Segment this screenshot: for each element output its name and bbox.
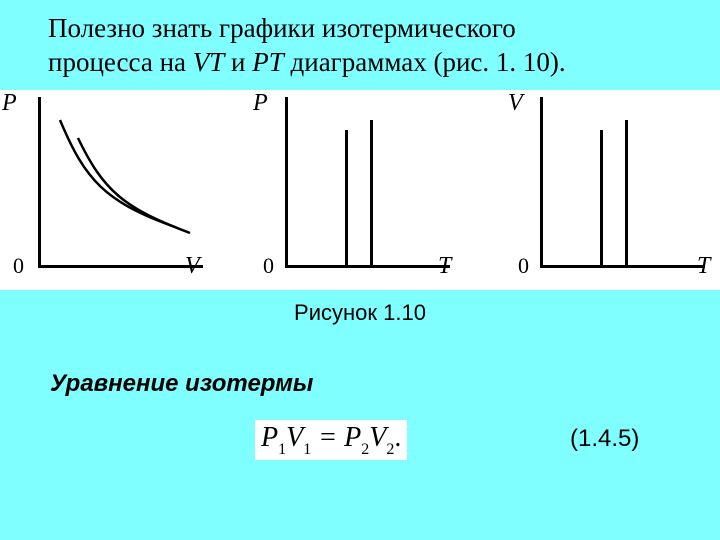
g2-y-axis xyxy=(285,97,288,265)
eq-V2: V xyxy=(369,422,386,453)
equation-number: (1.4.5) xyxy=(570,425,639,453)
title-line2-c: диаграммах (рис. 1. 10). xyxy=(284,47,566,77)
eq-eq: = xyxy=(311,422,344,453)
eq-sub-2a: 2 xyxy=(361,441,369,458)
title-line2-b: и xyxy=(224,47,252,77)
eq-sub-1a: 1 xyxy=(278,441,286,458)
title-vt: VT xyxy=(193,47,225,77)
eq-P1: P xyxy=(261,422,278,453)
eq-sub-1b: 1 xyxy=(303,441,311,458)
g1-curves xyxy=(0,90,210,270)
g1-curve-1 xyxy=(60,120,175,227)
g3-line-1 xyxy=(600,130,603,265)
g2-x-label: T xyxy=(438,253,451,280)
title-line2-a: процесса на xyxy=(48,47,193,77)
g3-y-axis xyxy=(540,97,543,265)
g2-line-1 xyxy=(345,130,348,265)
g3-line-2 xyxy=(625,120,628,265)
eq-dot: . xyxy=(394,422,401,453)
g2-x-axis xyxy=(285,265,450,268)
title-pt: PT xyxy=(252,47,284,77)
eq-sub-2b: 2 xyxy=(386,441,394,458)
equation-heading: Уравнение изотермы xyxy=(50,370,313,398)
slide: Полезно знать графики изотермического пр… xyxy=(0,0,720,540)
g3-y-label: V xyxy=(508,90,523,117)
eq-P2: P xyxy=(344,422,361,453)
figure-caption: Рисунок 1.10 xyxy=(0,300,720,326)
title-line1: Полезно знать графики изотермического xyxy=(48,13,516,43)
g2-line-2 xyxy=(370,120,373,265)
eq-V1: V xyxy=(286,422,303,453)
g1-curve-2 xyxy=(78,138,190,233)
g3-origin: 0 xyxy=(518,253,529,279)
equation-body: P1V1 = P2V2. xyxy=(255,420,407,460)
g3-x-label: T xyxy=(697,253,710,280)
title-text: Полезно знать графики изотермического пр… xyxy=(48,12,678,80)
g2-y-label: P xyxy=(253,90,268,117)
g3-x-axis xyxy=(540,265,705,268)
g2-origin: 0 xyxy=(263,253,274,279)
figure-area: P V 0 P T 0 V T 0 xyxy=(0,90,720,290)
